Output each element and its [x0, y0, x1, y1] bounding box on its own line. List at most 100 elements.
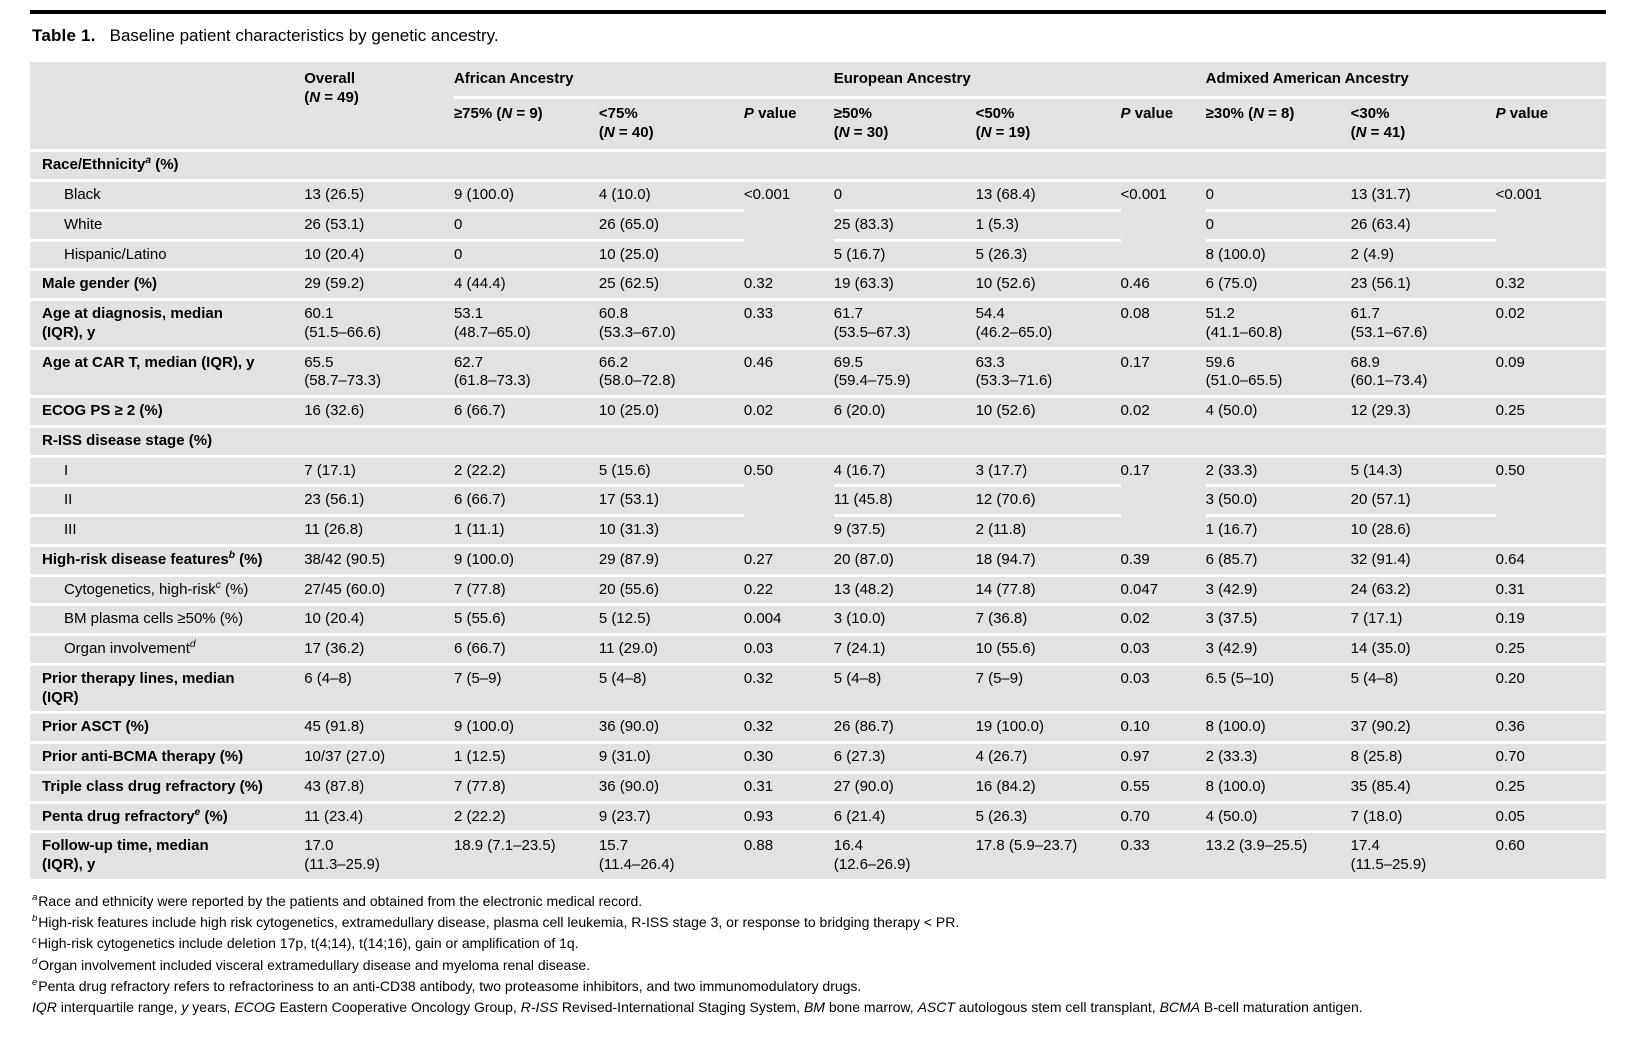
row-label: Penta drug refractorye (%): [30, 803, 305, 831]
column-header-characteristic: [30, 62, 305, 150]
table-body: Race/Ethnicitya (%) Black 13 (26.5) 9 (100.…: [30, 152, 1606, 879]
n-symbol: N: [309, 88, 321, 106]
table-cell: 17.8 (5.9–23.7): [975, 833, 1121, 879]
table-cell: 0.08: [1120, 301, 1206, 347]
table-cell: 9 (23.7): [598, 803, 744, 831]
n-symbol: N: [838, 123, 850, 141]
footnote: ePenta drug refractory refers to refract…: [32, 976, 1606, 997]
overall-label: Overall: [304, 70, 356, 88]
abbreviation-term: BCMA: [1159, 999, 1201, 1016]
table-cell: 4 (50.0): [1205, 398, 1351, 425]
table-cell: 8 (100.0): [1205, 773, 1351, 801]
table-cell: 13 (48.2): [833, 576, 976, 604]
footnote-text: Penta drug refractory refers to refracto…: [38, 977, 862, 994]
table-cell: 7 (17.1): [1350, 606, 1496, 634]
threshold-label: <50%: [975, 104, 1015, 122]
footnote-letter: c: [32, 934, 37, 946]
table-cell: 10 (28.6): [1350, 517, 1496, 544]
table-cell: 7 (5–9): [975, 665, 1121, 712]
superscript-letter: c: [215, 579, 221, 591]
table-cell: 0.02: [1120, 398, 1206, 425]
table-cell: 2 (22.2): [453, 803, 599, 831]
table-cell: 0.02: [1120, 606, 1206, 634]
n-count: 19: [1008, 123, 1026, 141]
table-cell: 3 (42.9): [1205, 636, 1351, 663]
footnotes: aRace and ethnicity were reported by the…: [32, 891, 1606, 1019]
column-header-pvalue: P value: [1120, 98, 1206, 150]
table-row: ECOG PS ≥ 2 (%) 16 (32.6) 6 (66.7) 10 (25.0…: [30, 398, 1606, 425]
abbreviation-definition: years,: [188, 999, 235, 1016]
table-cell: 6.5 (5–10): [1205, 665, 1351, 712]
threshold-label: <75%: [598, 104, 638, 122]
footnote-marker: d: [32, 956, 37, 967]
table-cell: 20 (55.6): [598, 576, 744, 604]
table-cell: 61.7 (53.5–67.3): [833, 301, 976, 347]
table-cell: 11 (29.0): [598, 636, 744, 663]
column-header-threshold: ≥75% (N = 9): [453, 98, 599, 150]
row-label-text: Penta drug refractory: [42, 807, 195, 825]
table-cell: 53.1 (48.7–65.0): [453, 301, 599, 347]
table-cell: 0.46: [1120, 271, 1206, 299]
ancestry-group-header: Admixed American Ancestry: [1205, 62, 1606, 96]
table-cell: 0.46: [743, 349, 834, 396]
footnote-text: High-risk features include high risk cyt…: [38, 914, 960, 931]
table-cell: 0.60: [1495, 833, 1606, 879]
footnote-letter: e: [32, 977, 38, 989]
table-cell: 8 (100.0): [1205, 241, 1351, 269]
row-label: Prior anti-BCMA therapy (%): [30, 744, 305, 771]
table-cell: 60.8 (53.3–67.0): [598, 301, 744, 347]
abbreviation-definition: bone marrow,: [824, 999, 918, 1016]
row-label-text: Triple class drug refractory (%): [42, 777, 263, 795]
table-cell: 20 (57.1): [1350, 487, 1496, 515]
table-cell: 0.09: [1495, 349, 1606, 396]
abbreviation-term: ASCT: [917, 999, 955, 1016]
table-cell: 24 (63.2): [1350, 576, 1496, 604]
table-cell: 0.004: [743, 606, 834, 634]
row-label-text: Follow-up time, median: [42, 837, 209, 855]
table-cell: 45 (91.8): [304, 714, 454, 742]
row-label-text: ECOG PS ≥ 2 (%): [42, 402, 163, 420]
table-cell: 4 (10.0): [598, 182, 744, 209]
n-count: 9: [529, 104, 538, 122]
table-cell: 0.03: [743, 636, 834, 663]
table-row: Race/Ethnicitya (%): [30, 152, 1606, 180]
table-cell: 0.19: [1495, 606, 1606, 634]
p-word: value: [758, 104, 797, 122]
table-cell: 0.50: [743, 457, 834, 544]
table-cell: 69.5 (59.4–75.9): [833, 349, 976, 396]
table-cell: 38/42 (90.5): [304, 546, 454, 574]
table-cell: 25 (83.3): [833, 211, 976, 239]
table-cell: 0.03: [1120, 665, 1206, 712]
footnote-marker: e: [32, 977, 37, 988]
row-label-text: R-ISS disease stage (%): [42, 431, 213, 449]
table-cell: 0.10: [1120, 714, 1206, 742]
row-label-text: III: [64, 521, 77, 539]
row-label: Triple class drug refractory (%): [30, 773, 305, 801]
table-cell: 8 (25.8): [1350, 744, 1496, 771]
n-count: 40: [631, 123, 649, 141]
table-cell: 0.33: [743, 301, 834, 347]
table-cell: 1 (16.7): [1205, 517, 1351, 544]
row-label: II: [30, 487, 305, 515]
column-header-overall: Overall (N = 49): [304, 62, 454, 150]
table-cell: 12 (29.3): [1350, 398, 1496, 425]
table-row: Prior anti-BCMA therapy (%) 10/37 (27.0) 1…: [30, 744, 1606, 771]
row-label-superscript: d: [190, 639, 196, 650]
table-cell: <0.001: [743, 182, 834, 269]
table-cell: 0.02: [743, 398, 834, 425]
table-cell: 6 (75.0): [1205, 271, 1351, 299]
row-label-text: Age at CAR T, median (IQR), y: [42, 353, 255, 371]
header-row-subcolumns: ≥75% (N = 9) <75% (N = 40) P value ≥50% (N = …: [30, 98, 1606, 150]
table-cell: 2 (33.3): [1205, 457, 1351, 485]
row-label: Organ involvementd: [30, 636, 305, 663]
table-cell: 0.33: [1120, 833, 1206, 879]
table-cell: 17.4 (11.5–25.9): [1350, 833, 1496, 879]
table-cell: 3 (17.7): [975, 457, 1121, 485]
column-header-threshold: <30% (N = 41): [1350, 98, 1496, 150]
table-row: Age at diagnosis, median (IQR), y 60.1 (51…: [30, 301, 1606, 347]
table-cell: 5 (15.6): [598, 457, 744, 485]
row-label-text: Prior ASCT (%): [42, 718, 149, 736]
table-cell: 5 (16.7): [833, 241, 976, 269]
table-head: Overall (N = 49) African Ancestry European …: [30, 62, 1606, 150]
row-label-text: I: [64, 461, 69, 479]
